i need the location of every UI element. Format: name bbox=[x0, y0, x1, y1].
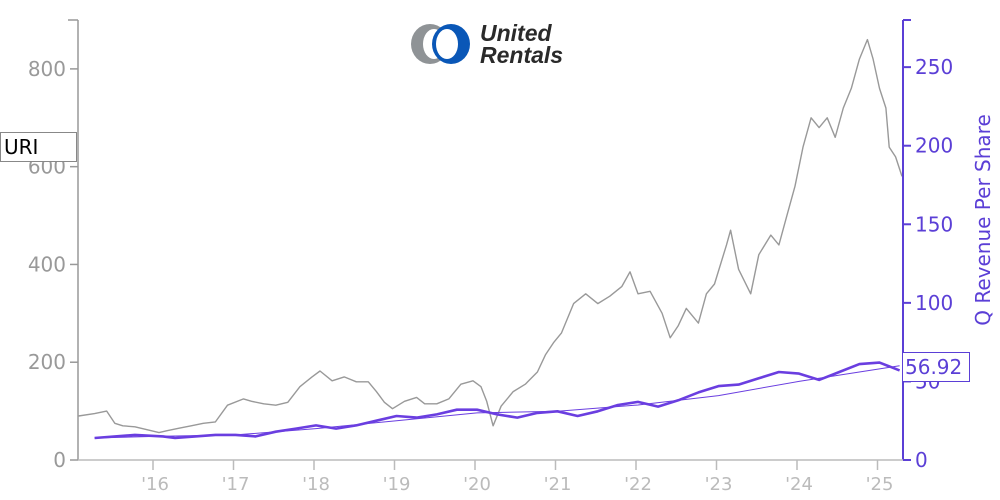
y-left-tick-label-400: 400 bbox=[28, 252, 66, 276]
x-tick-label-0: '16 bbox=[141, 474, 169, 495]
x-tick-label-4: '20 bbox=[463, 474, 491, 495]
company-logo: United Rentals bbox=[410, 20, 575, 68]
x-tick-label-6: '22 bbox=[624, 474, 652, 495]
y-right-tick-label-0: 0 bbox=[915, 448, 928, 472]
series-line-1 bbox=[94, 361, 901, 440]
x-tick-label-2: '18 bbox=[302, 474, 330, 495]
logo-mark bbox=[411, 24, 470, 64]
y-left-tick-label-200: 200 bbox=[28, 350, 66, 374]
y-left-tick-label-0: 0 bbox=[53, 448, 66, 472]
x-tick-label-5: '21 bbox=[544, 474, 572, 495]
series-line-0 bbox=[78, 38, 903, 434]
x-tick-label-9: '25 bbox=[866, 474, 894, 495]
x-tick-label-7: '23 bbox=[705, 474, 733, 495]
y-right-tick-label-250: 250 bbox=[915, 55, 953, 79]
ticker-label: URI bbox=[0, 132, 77, 162]
x-tick-label-1: '17 bbox=[222, 474, 250, 495]
logo-text-line1: United bbox=[480, 20, 552, 46]
x-tick-label-3: '19 bbox=[383, 474, 411, 495]
y-right-tick-label-150: 150 bbox=[915, 212, 953, 236]
x-tick-label-8: '24 bbox=[785, 474, 813, 495]
last-value-label: 56.92 bbox=[902, 352, 970, 382]
y-right-axis-title: Q Revenue Per Share bbox=[971, 114, 995, 326]
y-right-tick-label-100: 100 bbox=[915, 291, 953, 315]
series-line-2 bbox=[94, 365, 900, 439]
logo-text-line2: Rentals bbox=[480, 42, 564, 68]
y-left-tick-label-800: 800 bbox=[28, 57, 66, 81]
y-right-tick-label-200: 200 bbox=[915, 134, 953, 158]
